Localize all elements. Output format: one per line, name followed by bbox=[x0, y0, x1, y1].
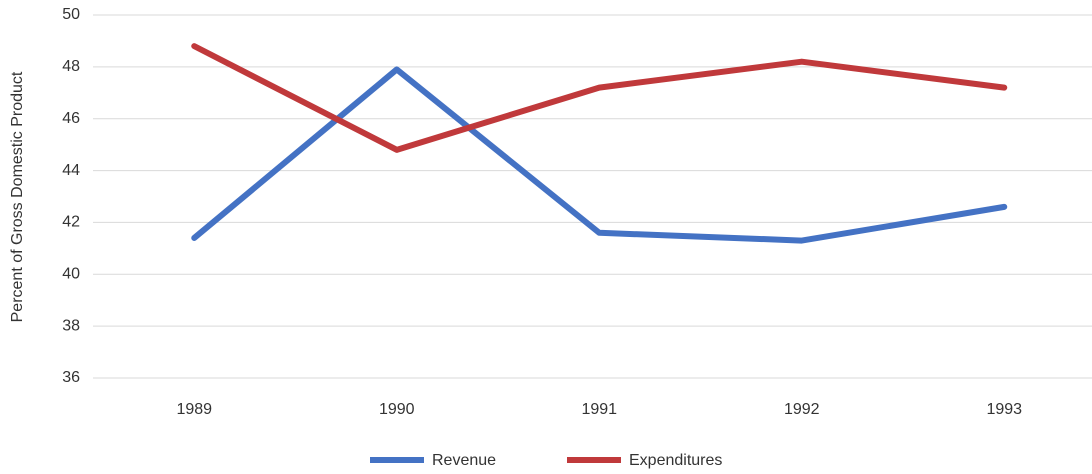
x-tick-label: 1990 bbox=[379, 401, 415, 418]
y-tick-label: 42 bbox=[62, 214, 80, 231]
line-series bbox=[191, 66, 1008, 244]
y-tick-label: 36 bbox=[62, 369, 80, 386]
y-tick-label: 40 bbox=[62, 266, 80, 283]
x-tick-label: 1989 bbox=[176, 401, 212, 418]
y-tick-label: 50 bbox=[62, 6, 80, 23]
line-series bbox=[191, 43, 1008, 153]
x-tick-label: 1993 bbox=[986, 401, 1022, 418]
y-tick-label: 38 bbox=[62, 317, 80, 334]
y-tick-label: 48 bbox=[62, 58, 80, 75]
legend-label: Revenue bbox=[432, 452, 496, 469]
y-tick-label: 44 bbox=[62, 162, 80, 179]
y-axis-label: Percent of Gross Domestic Product bbox=[9, 71, 26, 322]
legend-label: Expenditures bbox=[629, 452, 722, 469]
x-tick-label: 1992 bbox=[784, 401, 820, 418]
y-tick-label: 46 bbox=[62, 110, 80, 127]
x-tick-label: 1991 bbox=[581, 401, 617, 418]
